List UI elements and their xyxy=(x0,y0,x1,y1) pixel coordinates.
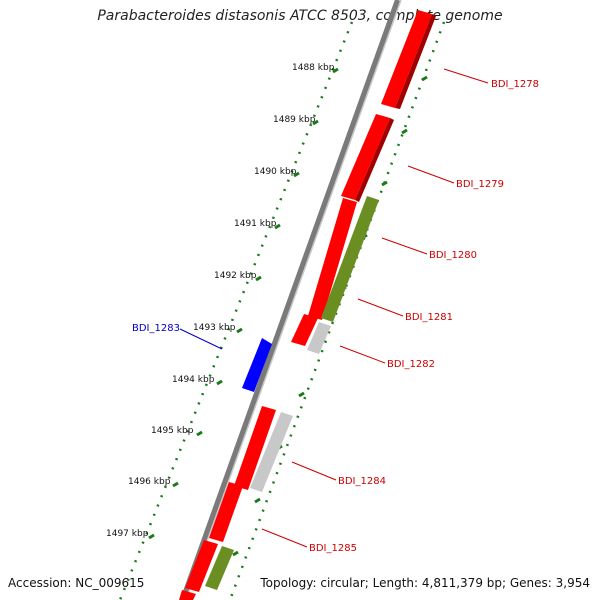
gene-label-bdi-1285[interactable]: BDI_1285 xyxy=(309,543,357,554)
gene-bdi-1281-cds xyxy=(291,314,318,346)
gene-bdi-1283-cds xyxy=(242,338,272,392)
gene-label-bdi-1282[interactable]: BDI_1282 xyxy=(387,359,435,370)
gene-bdi-1280-cds xyxy=(308,198,357,320)
major-ticks-inner xyxy=(148,67,339,540)
label-leaders xyxy=(179,68,489,548)
tick-label: 1493 kbp xyxy=(193,323,236,333)
forward-strand-features xyxy=(179,10,436,600)
gene-label-bdi-1284[interactable]: BDI_1284 xyxy=(338,476,386,487)
gene-unlabeled-rna xyxy=(205,546,234,590)
tick-labels: 1488 kbp 1489 kbp 1490 kbp 1491 kbp 1492… xyxy=(106,63,335,539)
tick-label: 1492 kbp xyxy=(214,271,257,281)
gene-bdi-1278-bevel xyxy=(395,14,436,109)
gene-label-bdi-1279[interactable]: BDI_1279 xyxy=(456,179,504,190)
tick-label: 1489 kbp xyxy=(273,115,316,125)
other-features xyxy=(250,322,331,492)
gene-bdi-1284-cds xyxy=(234,406,276,490)
gene-bdi-1279-arrow xyxy=(341,114,390,200)
tick-label: 1495 kbp xyxy=(151,426,194,436)
tick-label: 1497 kbp xyxy=(106,529,149,539)
gene-bdi-1279-bevel xyxy=(355,118,394,202)
map-title: Parabacteroides distasonis ATCC 8503, co… xyxy=(97,8,503,24)
gene-unlabeled-cds-1 xyxy=(185,540,218,592)
gene-bdi-1284-feature xyxy=(250,412,293,492)
accession-text: Accession: NC_009615 xyxy=(8,576,145,590)
gene-labels: BDI_1278 BDI_1279 BDI_1280 BDI_1281 BDI_… xyxy=(132,79,539,554)
genome-summary-text: Topology: circular; Length: 4,811,379 bp… xyxy=(260,576,590,590)
tick-label: 1488 kbp xyxy=(292,63,335,73)
gene-label-bdi-1281[interactable]: BDI_1281 xyxy=(405,312,453,323)
rna-features xyxy=(205,196,379,590)
gene-label-bdi-1283[interactable]: BDI_1283 xyxy=(132,323,180,334)
genome-backbone xyxy=(180,0,401,600)
tick-label: 1496 kbp xyxy=(128,477,171,487)
gene-label-bdi-1278[interactable]: BDI_1278 xyxy=(491,79,539,90)
tick-label: 1491 kbp xyxy=(234,219,277,229)
genome-backbone-highlight xyxy=(185,0,402,600)
gene-bdi-1282-feature xyxy=(307,322,331,354)
gene-unlabeled-cds-2 xyxy=(179,590,196,600)
tick-label: 1490 kbp xyxy=(254,167,297,177)
gene-bdi-1285-cds xyxy=(209,482,243,542)
gene-bdi-1278-arrow xyxy=(381,10,432,108)
inner-tick-ring xyxy=(118,21,354,600)
gene-bdi-1280-rna xyxy=(321,196,379,322)
gene-label-bdi-1280[interactable]: BDI_1280 xyxy=(429,250,477,261)
tick-label: 1494 kbp xyxy=(172,375,215,385)
